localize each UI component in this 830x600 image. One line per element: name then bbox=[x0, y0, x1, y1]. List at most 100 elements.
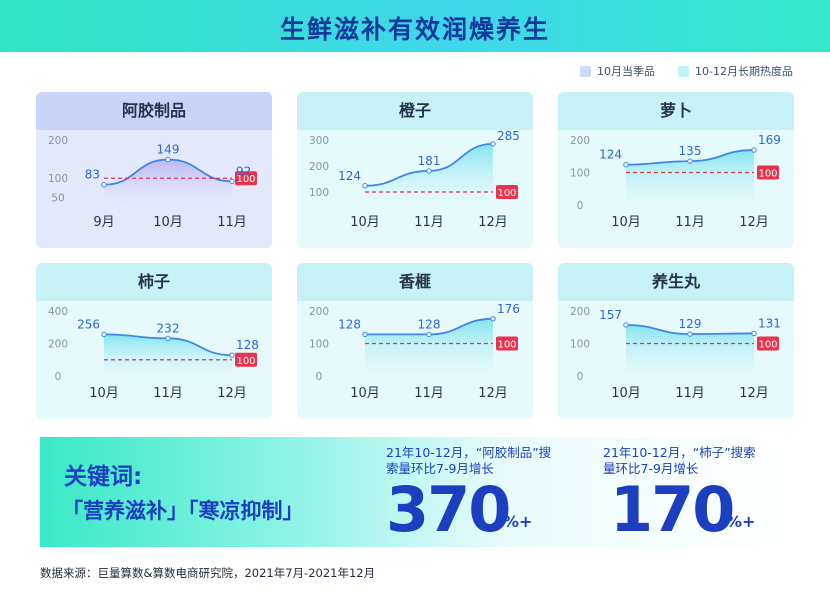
x-tick-label: 12月 bbox=[217, 386, 247, 401]
chart-title: 柿子 bbox=[36, 263, 272, 301]
baseline-badge bbox=[235, 171, 257, 186]
baseline-badge bbox=[757, 165, 779, 180]
chart-card-pills: 养生丸 200 100 0 100 157 129 131 10月 11月 12月 bbox=[558, 263, 794, 419]
y-tick-label: 100 bbox=[309, 187, 329, 199]
chart-plot-persimmon: 400 200 0 100 256 232 128 10月 11月 12月 bbox=[48, 306, 259, 401]
data-point bbox=[362, 183, 368, 189]
chart-title: 阿胶制品 bbox=[36, 92, 272, 130]
x-tick-label: 10月 bbox=[89, 386, 119, 401]
stat-description: 21年10-12月，“柿子”搜索 量环比7-9月增长 bbox=[603, 445, 756, 477]
stat-value: 370 bbox=[386, 473, 511, 546]
x-tick-label: 11月 bbox=[675, 215, 705, 230]
stat-description-line: 索量环比7-9月增长 bbox=[386, 461, 494, 476]
x-tick-label: 10月 bbox=[611, 215, 641, 230]
y-tick-label: 100 bbox=[570, 168, 590, 180]
data-point bbox=[751, 147, 757, 153]
data-label: 128 bbox=[338, 317, 361, 331]
y-tick-label: 200 bbox=[309, 161, 329, 173]
y-tick-label: 100 bbox=[48, 173, 68, 185]
y-tick-label: 400 bbox=[48, 306, 68, 318]
x-tick-label: 10月 bbox=[350, 386, 380, 401]
y-tick-label: 0 bbox=[55, 371, 62, 383]
y-tick-label: 100 bbox=[570, 339, 590, 351]
data-point bbox=[426, 168, 432, 174]
chart-card-radish: 萝卜 200 100 0 100 124 135 169 10月 11月 12月 bbox=[558, 92, 794, 248]
data-point bbox=[426, 331, 432, 338]
baseline-label: 100 bbox=[497, 340, 516, 351]
y-tick-label: 200 bbox=[309, 306, 329, 318]
y-tick-label: 300 bbox=[309, 135, 329, 147]
data-label: 131 bbox=[758, 316, 781, 330]
stat-description: 21年10-12月，“阿胶制品”搜 索量环比7-9月增长 bbox=[386, 445, 551, 477]
legend-label-seasonal: 10月当季品 bbox=[597, 65, 655, 78]
data-point bbox=[490, 316, 496, 322]
chart-title: 养生丸 bbox=[558, 263, 794, 301]
data-label: 128 bbox=[236, 338, 259, 352]
baseline-label: 100 bbox=[236, 356, 255, 367]
data-label: 124 bbox=[338, 169, 361, 183]
x-tick-label: 10月 bbox=[153, 215, 183, 230]
y-tick-label: 200 bbox=[570, 306, 590, 318]
data-label: 135 bbox=[679, 144, 702, 158]
stat-description-line: 量环比7-9月增长 bbox=[603, 461, 699, 476]
baseline-badge bbox=[235, 352, 257, 367]
x-tick-label: 11月 bbox=[217, 215, 247, 230]
chart-title: 橙子 bbox=[297, 92, 533, 130]
data-point bbox=[101, 182, 107, 188]
baseline-label: 100 bbox=[236, 174, 255, 185]
data-label: 232 bbox=[157, 321, 180, 335]
data-label: 128 bbox=[418, 317, 441, 331]
baseline-label: 100 bbox=[497, 188, 516, 199]
series-area bbox=[626, 150, 754, 205]
legend-swatch-seasonal bbox=[580, 65, 591, 77]
y-tick-label: 200 bbox=[48, 135, 68, 147]
x-tick-label: 12月 bbox=[739, 215, 769, 230]
data-point bbox=[101, 331, 107, 338]
data-label: 169 bbox=[758, 133, 781, 147]
stat-unit: %+ bbox=[503, 512, 533, 531]
data-label: 149 bbox=[157, 143, 180, 157]
data-label: 176 bbox=[497, 302, 520, 316]
y-tick-label: 0 bbox=[577, 200, 584, 212]
chart-title: 萝卜 bbox=[558, 92, 794, 130]
x-tick-label: 9月 bbox=[93, 215, 114, 230]
data-label: 256 bbox=[77, 317, 100, 331]
chart-card-ejiao: 阿胶制品 200 100 50 100 83 149 92 9月 10月 11月 bbox=[36, 92, 272, 248]
baseline-badge bbox=[496, 185, 518, 199]
data-point bbox=[165, 156, 171, 163]
y-tick-label: 200 bbox=[570, 135, 590, 147]
chart-plot-radish: 200 100 0 100 124 135 169 10月 11月 12月 bbox=[570, 133, 781, 230]
data-point bbox=[490, 141, 496, 147]
keyword-label: 关键词: bbox=[64, 464, 143, 490]
y-tick-label: 0 bbox=[577, 371, 584, 383]
data-label: 181 bbox=[418, 154, 441, 168]
data-label: 92 bbox=[236, 164, 251, 178]
data-label: 129 bbox=[679, 317, 702, 331]
x-tick-label: 12月 bbox=[478, 215, 508, 230]
baseline-label: 100 bbox=[758, 340, 777, 351]
page-title: 生鲜滋补有效润燥养生 bbox=[279, 15, 550, 44]
data-label: 157 bbox=[599, 308, 622, 322]
series-area bbox=[626, 324, 754, 376]
x-tick-label: 12月 bbox=[739, 386, 769, 401]
series-area bbox=[104, 334, 232, 376]
chart-plot-torreya: 200 100 0 100 128 128 176 10月 11月 12月 bbox=[309, 302, 520, 401]
header-banner: 生鲜滋补有效润燥养生 bbox=[0, 0, 830, 52]
data-point bbox=[687, 158, 693, 164]
legend: 10月当季品 10-12月长期热度品 bbox=[0, 63, 830, 79]
data-point bbox=[687, 331, 693, 337]
legend-item-seasonal: 10月当季品 bbox=[580, 63, 655, 79]
data-label: 83 bbox=[85, 168, 100, 182]
data-point bbox=[751, 330, 757, 337]
stat-description-line: 21年10-12月，“阿胶制品”搜 bbox=[386, 445, 552, 460]
keyword-banner: 关键词: 「营养滋补」「寒凉抑制」 21年10-12月，“阿胶制品”搜 索量环比… bbox=[40, 437, 790, 547]
x-tick-label: 10月 bbox=[611, 386, 641, 401]
data-point bbox=[623, 322, 629, 328]
data-point bbox=[165, 335, 171, 341]
data-point bbox=[623, 162, 629, 168]
baseline-label: 100 bbox=[758, 169, 777, 180]
legend-swatch-long-term bbox=[678, 65, 689, 77]
data-label: 124 bbox=[599, 148, 622, 162]
x-tick-label: 11月 bbox=[675, 386, 705, 401]
data-point bbox=[362, 331, 368, 338]
